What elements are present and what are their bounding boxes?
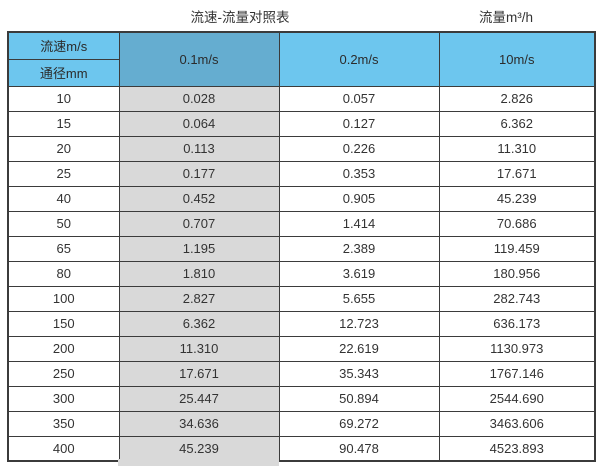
flow-value-cell: 0.905 [278, 185, 440, 212]
header-row-bottom: 通径mm [7, 58, 595, 87]
flow-rate-table: 流速m/s 0.1m/s 0.2m/s 10m/s 通径mm 10 0.028 0.… [7, 31, 596, 466]
table-row: 15 0.064 0.127 6.362 [7, 110, 596, 137]
flow-value-cell: 2544.690 [438, 385, 596, 412]
flow-value-cell: 34.636 [118, 410, 280, 437]
table-body: 10 0.028 0.057 2.826 15 0.064 0.127 6.362 20 0.11… [7, 85, 596, 462]
flow-value-cell: 1.414 [278, 210, 440, 237]
flow-value-cell: 12.723 [278, 310, 440, 337]
flow-value-cell: 3463.606 [438, 410, 596, 437]
flow-value-cell: 2.389 [278, 235, 440, 262]
highlight-column-overhang [118, 459, 279, 466]
flow-value-cell: 17.671 [438, 160, 596, 187]
flow-value-cell: 45.239 [438, 185, 596, 212]
page-title: 流速-流量对照表 [190, 10, 290, 25]
flow-value-cell: 282.743 [438, 285, 596, 312]
table-row: 25 0.177 0.353 17.671 [7, 160, 596, 187]
diameter-cell: 65 [7, 235, 120, 262]
diameter-cell: 250 [7, 360, 120, 387]
table-row: 200 11.310 22.619 1130.973 [7, 335, 596, 362]
table-row: 80 1.810 3.619 180.956 [7, 260, 596, 287]
table-row: 20 0.113 0.226 11.310 [7, 135, 596, 162]
diameter-cell: 80 [7, 260, 120, 287]
flow-value-cell: 17.671 [118, 360, 280, 387]
flow-value-cell: 1767.146 [438, 360, 596, 387]
diameter-cell: 350 [7, 410, 120, 437]
flow-value-cell: 636.173 [438, 310, 596, 337]
corner-header-velocity: 流速m/s [7, 31, 120, 60]
diameter-cell: 20 [7, 135, 120, 162]
diameter-cell: 300 [7, 385, 120, 412]
flow-rate-comparison-table: 流速m/s 0.1m/s 0.2m/s 10m/s 通径mm 10 0.028 0.… [7, 31, 596, 462]
flow-value-cell: 0.113 [118, 135, 280, 162]
flow-unit-label: 流量m³/h [479, 10, 533, 25]
table-row: 50 0.707 1.414 70.686 [7, 210, 596, 237]
flow-value-cell: 69.272 [278, 410, 440, 437]
flow-value-cell: 0.707 [118, 210, 280, 237]
table-row: 10 0.028 0.057 2.826 [7, 85, 596, 112]
corner-header-diameter: 通径mm [7, 58, 120, 87]
table-row: 40 0.452 0.905 45.239 [7, 185, 596, 212]
table-row: 300 25.447 50.894 2544.690 [7, 385, 596, 412]
flow-value-cell: 1.195 [118, 235, 280, 262]
flow-value-cell: 11.310 [118, 335, 280, 362]
flow-value-cell: 35.343 [278, 360, 440, 387]
flow-value-cell: 5.655 [278, 285, 440, 312]
flow-value-cell: 0.226 [278, 135, 440, 162]
flow-value-cell: 45.239 [118, 435, 280, 462]
diameter-cell: 200 [7, 335, 120, 362]
table-header: 流速m/s 0.1m/s 0.2m/s 10m/s 通径mm [7, 31, 596, 87]
flow-value-cell: 0.177 [118, 160, 280, 187]
flow-value-cell: 119.459 [438, 235, 596, 262]
flow-value-cell: 0.353 [278, 160, 440, 187]
table-row: 350 34.636 69.272 3463.606 [7, 410, 596, 437]
flow-value-cell: 90.478 [278, 435, 440, 462]
column-header-0-1ms: 0.1m/s [118, 31, 280, 87]
titles-row: 流速-流量对照表 流量m³/h [0, 0, 600, 31]
flow-value-cell: 2.826 [438, 85, 596, 112]
table-row: 65 1.195 2.389 119.459 [7, 235, 596, 262]
flow-value-cell: 0.127 [278, 110, 440, 137]
flow-value-cell: 0.452 [118, 185, 280, 212]
table-row: 400 45.239 90.478 4523.893 [7, 435, 596, 462]
diameter-cell: 40 [7, 185, 120, 212]
flow-value-cell: 180.956 [438, 260, 596, 287]
column-header-0-2ms: 0.2m/s [278, 31, 440, 87]
flow-value-cell: 25.447 [118, 385, 280, 412]
flow-value-cell: 1.810 [118, 260, 280, 287]
diameter-cell: 100 [7, 285, 120, 312]
flow-value-cell: 11.310 [438, 135, 596, 162]
flow-value-cell: 0.028 [118, 85, 280, 112]
flow-value-cell: 50.894 [278, 385, 440, 412]
flow-value-cell: 0.057 [278, 85, 440, 112]
table-row: 150 6.362 12.723 636.173 [7, 310, 596, 337]
column-header-10ms: 10m/s [438, 31, 596, 87]
flow-value-cell: 6.362 [438, 110, 596, 137]
diameter-cell: 150 [7, 310, 120, 337]
header-row-top: 流速m/s 0.1m/s 0.2m/s 10m/s [7, 31, 596, 87]
diameter-cell: 10 [7, 85, 120, 112]
diameter-cell: 15 [7, 110, 120, 137]
flow-value-cell: 6.362 [118, 310, 280, 337]
table-row: 100 2.827 5.655 282.743 [7, 285, 596, 312]
table-row: 250 17.671 35.343 1767.146 [7, 360, 596, 387]
flow-value-cell: 1130.973 [438, 335, 596, 362]
flow-value-cell: 70.686 [438, 210, 596, 237]
diameter-cell: 400 [7, 435, 120, 462]
flow-value-cell: 0.064 [118, 110, 280, 137]
flow-value-cell: 3.619 [278, 260, 440, 287]
flow-value-cell: 22.619 [278, 335, 440, 362]
flow-value-cell: 2.827 [118, 285, 280, 312]
diameter-cell: 25 [7, 160, 120, 187]
flow-value-cell: 4523.893 [438, 435, 596, 462]
diameter-cell: 50 [7, 210, 120, 237]
